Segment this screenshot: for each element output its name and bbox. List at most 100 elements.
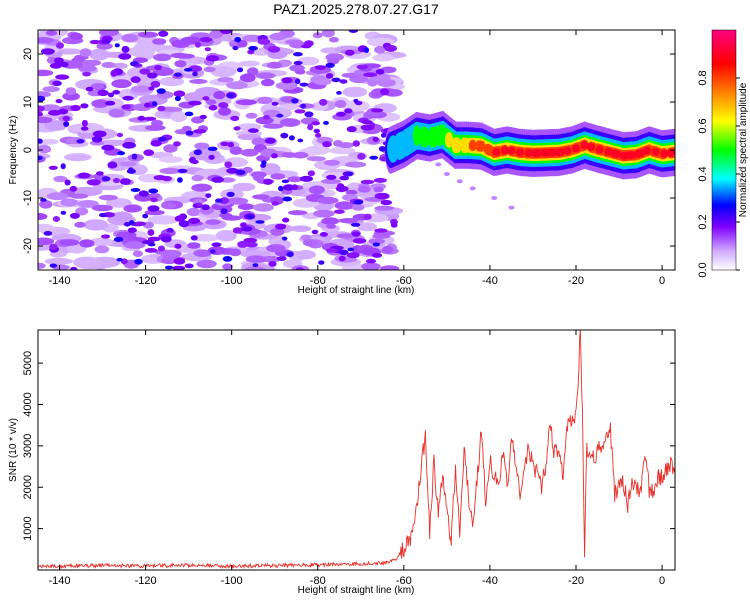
noise-blob	[374, 205, 395, 211]
noise-blob	[326, 174, 337, 180]
noise-blob	[215, 230, 237, 242]
noise-blob	[158, 245, 165, 252]
signal-contour	[651, 148, 660, 156]
noise-blob	[55, 99, 63, 104]
noise-blob	[363, 213, 372, 220]
noise-blob	[173, 257, 186, 265]
noise-blob	[255, 72, 276, 79]
noise-blob	[371, 253, 383, 258]
noise-blob	[281, 152, 298, 158]
spectrogram-ytick-label: 10	[22, 96, 34, 108]
noise-blob	[268, 261, 277, 267]
noise-blob	[276, 256, 287, 261]
spectrogram-xtick-label: -60	[396, 275, 412, 287]
noise-blob	[342, 86, 368, 98]
noise-blob	[38, 138, 43, 144]
noise-blob	[350, 222, 361, 227]
noise-blob	[69, 32, 83, 41]
noise-blob	[245, 241, 258, 248]
noise-blob	[147, 205, 160, 212]
noise-blob	[202, 96, 210, 101]
noise-blob	[306, 156, 326, 162]
noise-blob	[147, 229, 155, 236]
noise-blob	[161, 202, 177, 210]
noise-blob	[239, 73, 256, 83]
noise-blob	[159, 76, 185, 87]
noise-blob	[132, 250, 143, 257]
noise-blob	[94, 245, 110, 254]
snr-xtick-label: -20	[568, 575, 584, 587]
noise-blob	[147, 215, 179, 225]
noise-blob	[193, 249, 212, 257]
noise-blob	[353, 98, 359, 103]
spectrogram-ytick-label: -10	[22, 190, 34, 206]
noise-blob	[117, 231, 137, 239]
noise-blob	[288, 135, 295, 141]
noise-blob	[360, 179, 375, 185]
noise-blob	[243, 237, 258, 244]
signal-contour	[548, 148, 557, 157]
noise-blob	[64, 60, 84, 69]
noise-blob	[292, 151, 309, 159]
noise-blob	[319, 98, 328, 106]
noise-blob	[77, 200, 99, 208]
noise-blob	[348, 30, 359, 33]
noise-blob	[38, 213, 48, 220]
noise-blob	[57, 108, 69, 115]
noise-blob	[42, 86, 60, 93]
noise-blob	[184, 263, 194, 269]
noise-blob	[226, 197, 249, 205]
signal-contour	[604, 147, 613, 156]
noise-blob	[101, 39, 111, 44]
noise-blob	[336, 111, 346, 117]
spectrogram-xtick-label: -80	[310, 275, 326, 287]
noise-blob	[40, 198, 47, 202]
noise-blob	[372, 54, 395, 62]
noise-blob	[60, 163, 66, 170]
noise-blob	[346, 189, 358, 195]
noise-blob	[372, 242, 380, 247]
noise-blob	[287, 176, 303, 183]
noise-blob	[40, 48, 55, 55]
noise-blob	[70, 266, 78, 270]
signal-contour	[524, 149, 533, 157]
noise-blob	[238, 60, 260, 67]
noise-blob	[276, 113, 284, 118]
noise-blob	[297, 138, 304, 143]
noise-blob	[188, 217, 201, 224]
noise-blob	[345, 49, 355, 56]
signal-scatter-blob	[469, 186, 476, 191]
noise-blob	[112, 90, 121, 95]
noise-blob	[164, 265, 174, 270]
noise-blob	[339, 249, 349, 256]
noise-blob	[101, 144, 115, 151]
noise-blob	[116, 257, 123, 262]
noise-blob	[325, 248, 339, 253]
noise-blob	[218, 102, 229, 109]
noise-blob	[154, 64, 162, 71]
colorbar-label: Normalized spectral amplitude	[738, 82, 749, 217]
colorbar-tick-label: 0.8	[697, 70, 709, 85]
noise-blob	[390, 222, 398, 228]
noise-blob	[232, 182, 256, 192]
noise-blob	[88, 48, 110, 61]
noise-blob	[81, 119, 88, 127]
noise-blob	[263, 123, 284, 129]
noise-blob	[89, 39, 101, 45]
noise-blob	[143, 116, 157, 121]
noise-blob	[101, 234, 111, 239]
noise-blob	[338, 218, 359, 224]
noise-blob	[139, 68, 151, 75]
noise-blob	[173, 90, 186, 97]
noise-blob	[282, 196, 292, 202]
noise-blob	[46, 192, 69, 201]
noise-blob	[113, 237, 124, 242]
noise-blob	[281, 77, 293, 84]
noise-blob	[331, 77, 341, 83]
noise-blob	[38, 262, 46, 269]
noise-blob	[217, 77, 234, 83]
noise-blob	[121, 33, 139, 43]
noise-blob	[210, 66, 237, 78]
signal-scatter-blob	[456, 179, 463, 184]
signal-contour	[636, 149, 645, 158]
